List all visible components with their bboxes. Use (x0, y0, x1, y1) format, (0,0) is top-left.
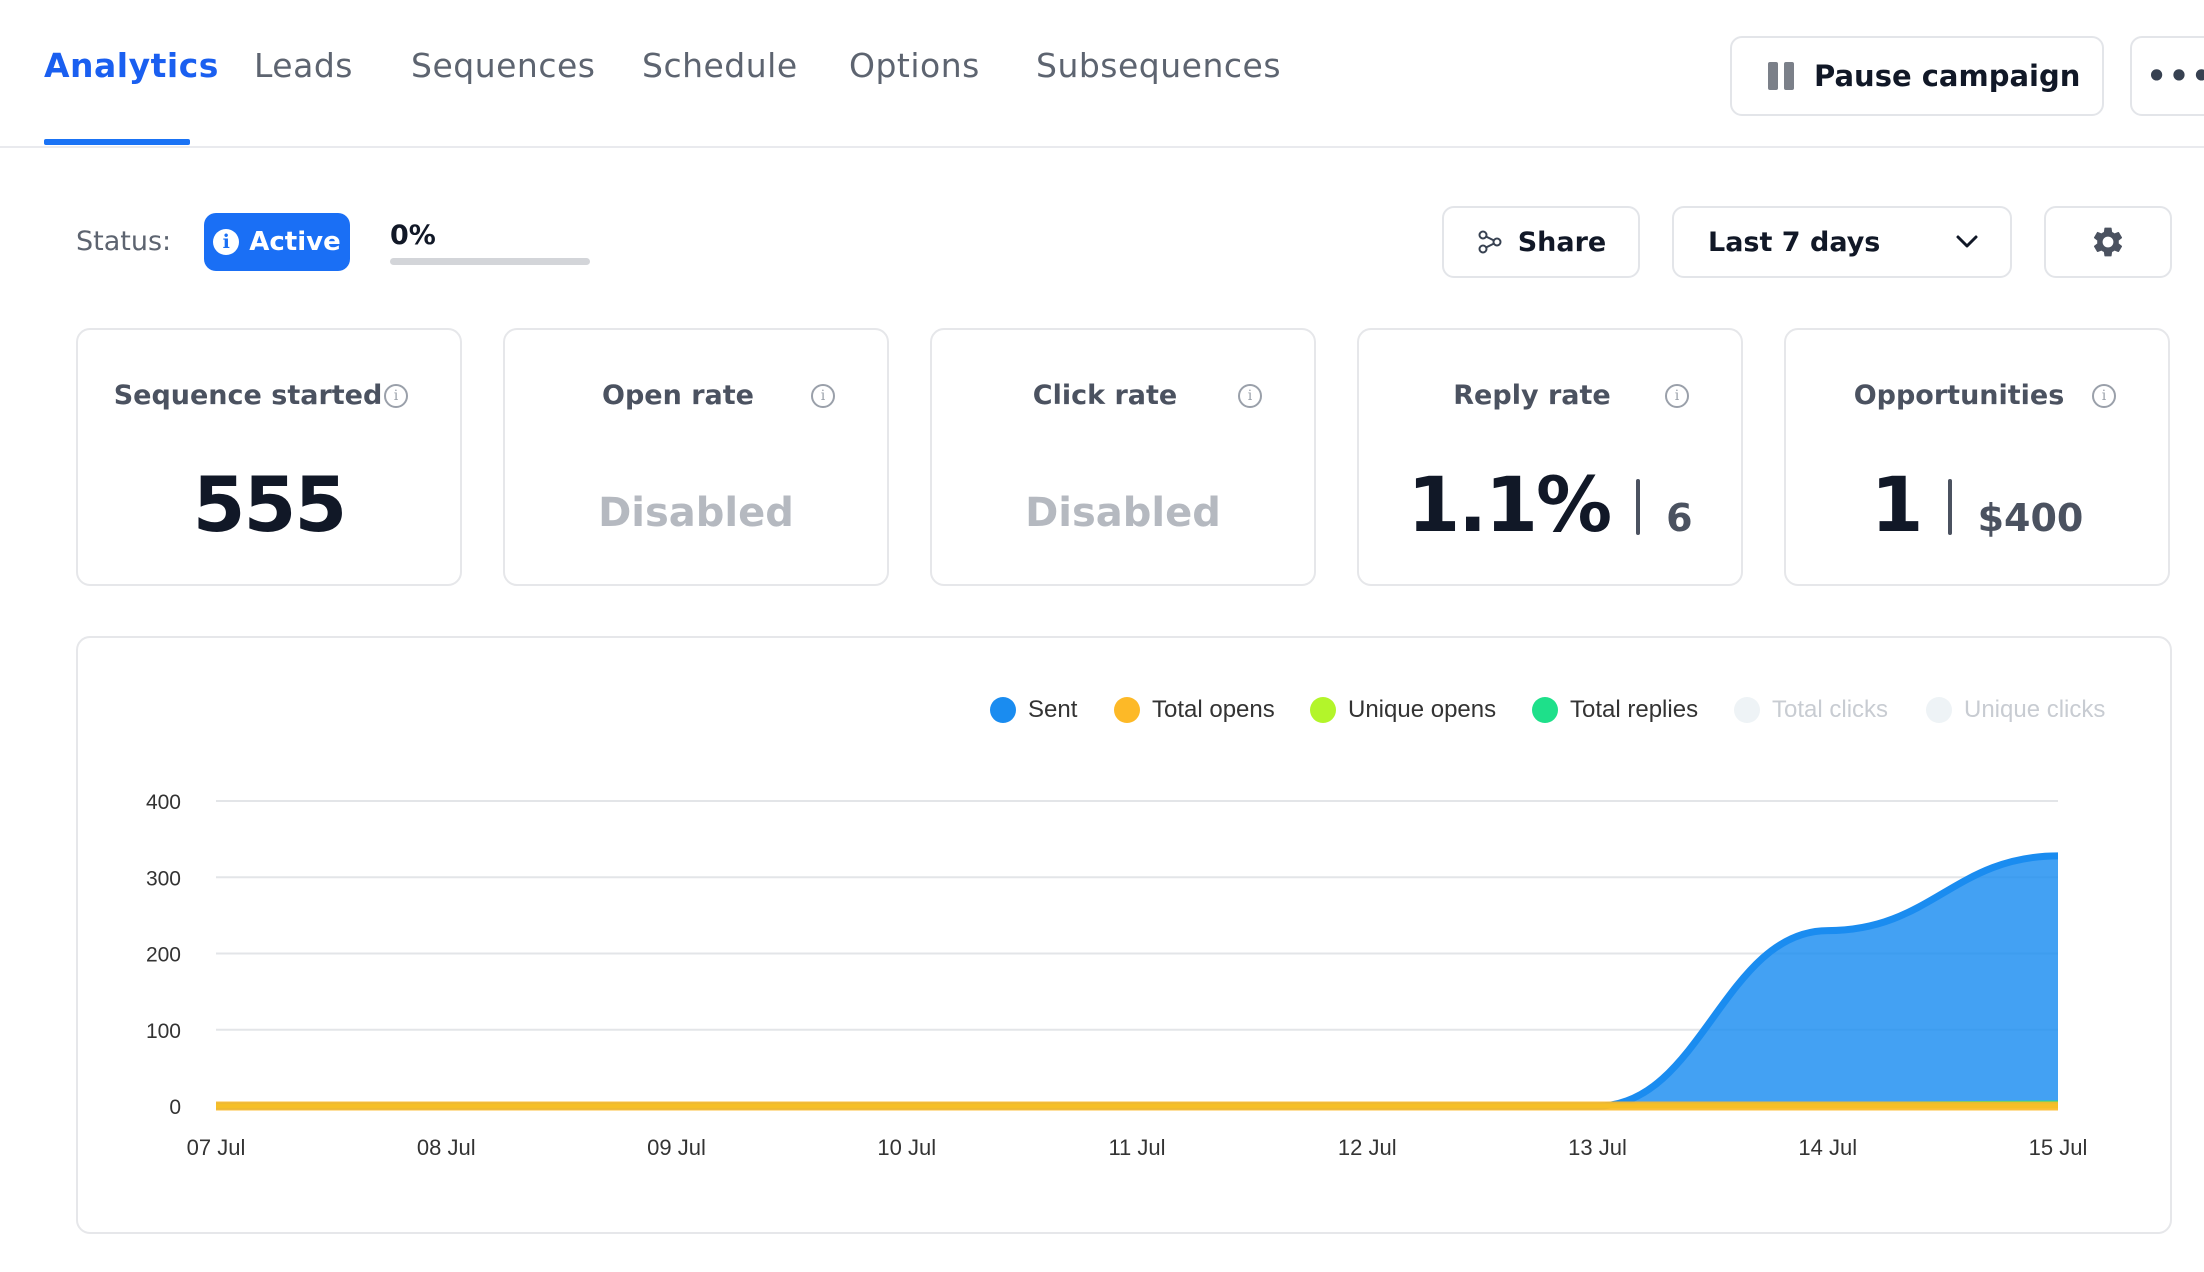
card-title: Open rate (602, 380, 754, 411)
tab-bar: Analytics Leads Sequences Schedule Optio… (0, 0, 2204, 148)
card-title: Sequence started (113, 380, 383, 411)
legend-swatch (990, 697, 1016, 723)
settings-button[interactable] (2044, 206, 2172, 278)
y-tick-label: 300 (146, 867, 181, 890)
legend-swatch (1310, 697, 1336, 723)
date-range-select[interactable]: Last 7 days (1672, 206, 2012, 278)
card-value-row: 1 $400 (1786, 460, 2168, 549)
legend-label: Total opens (1152, 696, 1275, 723)
x-tick-label: 12 Jul (1338, 1135, 1397, 1160)
card-opportunities: Opportunities i 1 $400 (1784, 328, 2170, 586)
info-icon: i (213, 229, 240, 255)
x-tick-label: 10 Jul (877, 1135, 936, 1160)
card-secondary-value: 6 (1666, 496, 1693, 540)
x-tick-label: 09 Jul (647, 1135, 706, 1160)
card-value: 1 (1870, 460, 1924, 549)
status-label: Status: (76, 226, 172, 257)
legend-label: Unique opens (1348, 696, 1497, 723)
legend-swatch (1926, 697, 1952, 723)
card-click-rate: Click rate i Disabled (930, 328, 1316, 586)
share-label: Share (1517, 226, 1607, 258)
series-area-sent (216, 855, 2058, 1106)
tab-sequences[interactable]: Sequences (411, 46, 596, 85)
legend-label: Total replies (1570, 696, 1699, 723)
legend-item-total-clicks[interactable]: Total clicks (1734, 688, 1888, 732)
status-badge-label: Active (249, 227, 341, 257)
date-range-label: Last 7 days (1708, 226, 1881, 258)
value-divider (1947, 479, 1952, 535)
card-value-row: 1.1% 6 (1359, 460, 1741, 549)
card-value: Disabled (1025, 490, 1221, 536)
tab-options[interactable]: Options (849, 46, 980, 85)
x-tick-label: 13 Jul (1568, 1135, 1627, 1160)
card-value: Disabled (598, 490, 794, 536)
x-tick-label: 14 Jul (1798, 1135, 1857, 1160)
more-icon: ••• (2146, 57, 2204, 95)
status-badge[interactable]: i Active (204, 213, 350, 271)
y-tick-label: 0 (169, 1096, 181, 1119)
tab-leads[interactable]: Leads (254, 46, 353, 85)
x-tick-label: 11 Jul (1108, 1135, 1165, 1160)
more-options-button[interactable]: ••• (2130, 36, 2204, 116)
y-tick-label: 200 (146, 944, 181, 967)
x-tick-label: 15 Jul (2029, 1135, 2088, 1160)
card-secondary-value: $400 (1977, 496, 2084, 540)
legend-item-total-opens[interactable]: Total opens (1114, 688, 1275, 732)
card-value: 1.1% (1407, 460, 1612, 549)
card-open-rate: Open rate i Disabled (503, 328, 889, 586)
tab-schedule[interactable]: Schedule (642, 46, 798, 85)
legend-item-unique-clicks[interactable]: Unique clicks (1926, 688, 2105, 732)
legend-item-unique-opens[interactable]: Unique opens (1310, 688, 1496, 732)
y-tick-label: 400 (146, 791, 181, 814)
gear-icon (2093, 227, 2123, 257)
card-title: Opportunities (1853, 380, 2065, 411)
pause-icon (1768, 62, 1794, 90)
x-tick-label: 07 Jul (187, 1135, 246, 1160)
info-icon[interactable]: i (811, 384, 835, 408)
pause-campaign-label: Pause campaign (1814, 59, 2081, 93)
legend-item-total-replies[interactable]: Total replies (1532, 688, 1698, 732)
info-icon[interactable]: i (1238, 384, 1262, 408)
active-tab-indicator (44, 139, 190, 145)
card-title: Click rate (1032, 380, 1178, 411)
legend-item-sent[interactable]: Sent (990, 688, 1077, 732)
legend-label: Unique clicks (1964, 696, 2106, 723)
progress-bar (390, 258, 590, 265)
progress-percent: 0% (390, 220, 436, 251)
pause-campaign-button[interactable]: Pause campaign (1730, 36, 2104, 116)
x-tick-label: 08 Jul (417, 1135, 476, 1160)
legend-label: Total clicks (1772, 696, 1889, 723)
card-value: 555 (192, 460, 348, 549)
legend-label: Sent (1028, 696, 1078, 723)
share-icon (1478, 230, 1502, 254)
info-icon[interactable]: i (384, 384, 408, 408)
card-title: Reply rate (1453, 380, 1611, 411)
card-reply-rate: Reply rate i 1.1% 6 (1357, 328, 1743, 586)
share-button[interactable]: Share (1442, 206, 1640, 278)
tab-analytics[interactable]: Analytics (44, 46, 219, 85)
tab-subsequences[interactable]: Subsequences (1036, 46, 1282, 85)
value-divider (1636, 479, 1641, 535)
info-icon[interactable]: i (2092, 384, 2116, 408)
legend-swatch (1532, 697, 1558, 723)
legend-swatch (1114, 697, 1140, 723)
chevron-down-icon (1956, 235, 1978, 248)
card-sequence-started: Sequence started i 555 (76, 328, 462, 586)
legend-swatch (1734, 697, 1760, 723)
y-tick-label: 100 (146, 1020, 181, 1043)
info-icon[interactable]: i (1665, 384, 1689, 408)
